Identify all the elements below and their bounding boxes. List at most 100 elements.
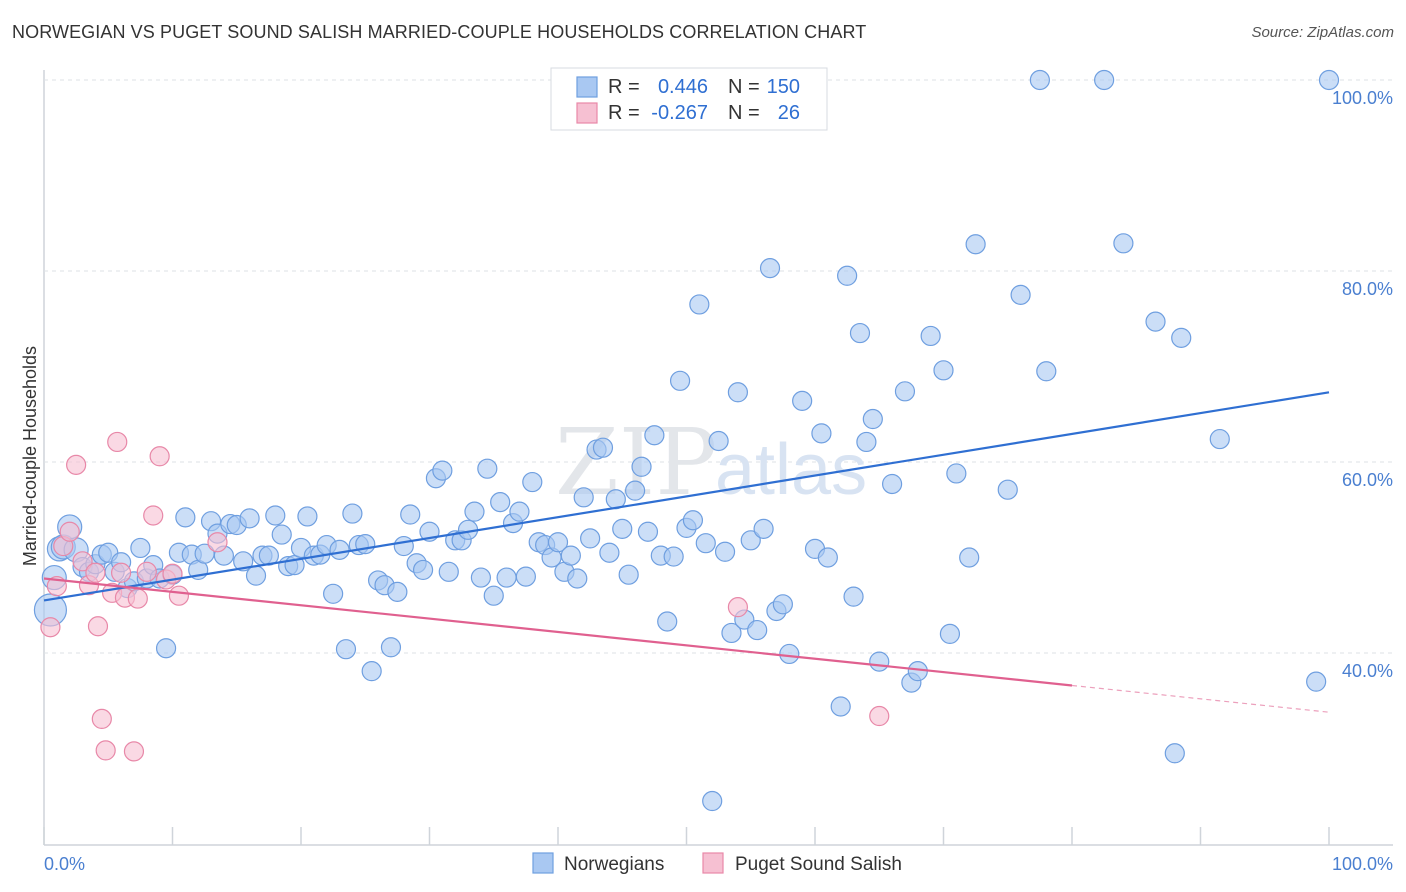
norwegians-point: [965, 234, 986, 255]
legend-label-puget: Puget Sound Salish: [735, 854, 902, 875]
puget-sound-salish-point: [66, 454, 87, 475]
norwegians-point: [689, 294, 710, 315]
puget-sound-salish-point: [136, 561, 157, 582]
puget-sound-salish-point: [168, 585, 190, 606]
norwegians-point: [753, 518, 774, 539]
stats-n-label-puget: N =: [728, 102, 760, 124]
norwegians-point: [580, 528, 601, 549]
norwegians-point: [792, 390, 813, 411]
puget-sound-salish-point: [207, 532, 228, 553]
norwegians-point: [843, 586, 864, 607]
norwegians-point: [759, 258, 781, 279]
norwegians-point: [1036, 361, 1057, 382]
norwegians-point: [560, 545, 581, 566]
stats-swatch-puget: [576, 102, 598, 124]
norwegians-point: [245, 565, 267, 586]
norwegians-point: [862, 408, 883, 430]
norwegians-point: [663, 546, 684, 567]
norwegians-point: [438, 561, 459, 582]
stats-r-value-norwegians: 0.446: [658, 76, 708, 98]
norwegians-point: [959, 547, 980, 568]
trend-lines: [43, 391, 1330, 713]
source-label: Source: ZipAtlas.com: [1251, 24, 1394, 41]
norwegians-point: [747, 619, 768, 641]
series-legend: Norwegians Puget Sound Salish: [532, 852, 902, 875]
puget-sound-salish-point: [40, 617, 61, 638]
norwegians-point: [1113, 233, 1134, 254]
norwegians-point: [592, 437, 614, 458]
y-axis-title: Married-couple Households: [20, 346, 40, 566]
norwegians-point: [155, 638, 177, 659]
norwegians-point: [509, 501, 530, 522]
puget-sound-salish-point: [127, 588, 148, 609]
puget-sound-salish-point: [123, 741, 145, 762]
norwegians-point: [233, 551, 254, 572]
puget-sound-salish-point: [110, 562, 132, 583]
norwegians-point: [515, 566, 536, 587]
puget-sound-salish-point: [95, 740, 116, 761]
puget-sound-salish-point: [727, 597, 749, 618]
norwegians-point: [393, 535, 414, 557]
stats-legend: R = 0.446 N = 150 R = -0.267 N = 26: [550, 67, 828, 131]
stats-n-value-puget: 26: [778, 102, 800, 124]
y-tick-label: 40.0%: [1342, 661, 1393, 681]
y-tick-label: 80.0%: [1342, 279, 1393, 299]
puget-sound-salish-point: [87, 616, 109, 637]
norwegians-point: [702, 790, 723, 812]
norwegians-point: [837, 265, 858, 286]
norwegians-point: [297, 506, 318, 527]
norwegians-point: [669, 370, 691, 391]
norwegians-point: [342, 503, 363, 524]
stats-swatch-norwegians: [576, 76, 598, 98]
norwegians-point: [618, 564, 639, 585]
norwegians-point: [470, 567, 491, 588]
norwegians-point: [496, 567, 517, 588]
norwegians-point: [920, 325, 941, 347]
puget-sound-salish-point: [85, 562, 106, 583]
norwegians-point: [644, 425, 665, 446]
puget-trend-line: [43, 577, 1073, 687]
x-tick-label-min: 0.0%: [44, 854, 85, 874]
norwegians-point: [567, 568, 588, 589]
norwegians-point: [881, 473, 903, 495]
norwegians-point: [547, 532, 569, 553]
norwegians-point: [721, 622, 742, 644]
norwegians-point: [239, 508, 260, 529]
norwegians-point: [1029, 69, 1050, 91]
norwegians-point: [637, 521, 659, 542]
norwegians-point: [997, 479, 1018, 500]
puget-sound-salish-point: [107, 431, 128, 453]
norwegians-point: [624, 480, 646, 501]
norwegians-point: [830, 696, 851, 717]
norwegians-point: [856, 431, 877, 453]
norwegians-point: [869, 651, 890, 672]
watermark-atlas: atlas: [715, 430, 867, 510]
norwegians-point: [657, 611, 678, 632]
norwegians-point: [740, 530, 761, 551]
norwegians-point: [323, 583, 344, 604]
norwegians-point: [380, 637, 402, 658]
x-ticks: [43, 827, 1330, 845]
norwegians-point: [412, 559, 434, 581]
norwegians-point: [1145, 311, 1166, 332]
norwegians-points: [33, 69, 1340, 812]
norwegians-point: [939, 623, 961, 645]
norwegians-point: [612, 518, 633, 539]
norwegians-point: [727, 382, 749, 403]
puget-sound-salish-point: [72, 551, 93, 572]
norwegians-point: [631, 456, 652, 477]
puget-trend-extension: [1071, 684, 1330, 713]
norwegians-trend-line: [43, 391, 1330, 602]
norwegians-point: [1306, 671, 1327, 692]
puget-sound-salish-point: [91, 708, 112, 729]
norwegians-point: [490, 492, 511, 513]
norwegians-point: [772, 594, 793, 615]
norwegians-point: [1010, 284, 1031, 305]
puget-sound-salish-point: [143, 505, 164, 526]
legend-label-norwegians: Norwegians: [564, 854, 664, 875]
norwegians-point: [946, 463, 967, 484]
norwegians-point: [1094, 69, 1115, 91]
stats-n-label-norwegians: N =: [728, 76, 760, 98]
y-tick-labels: 40.0% 60.0% 80.0% 100.0%: [1332, 88, 1393, 681]
